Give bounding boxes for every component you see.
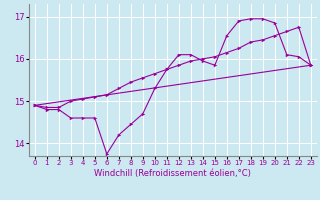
X-axis label: Windchill (Refroidissement éolien,°C): Windchill (Refroidissement éolien,°C) [94, 169, 251, 178]
